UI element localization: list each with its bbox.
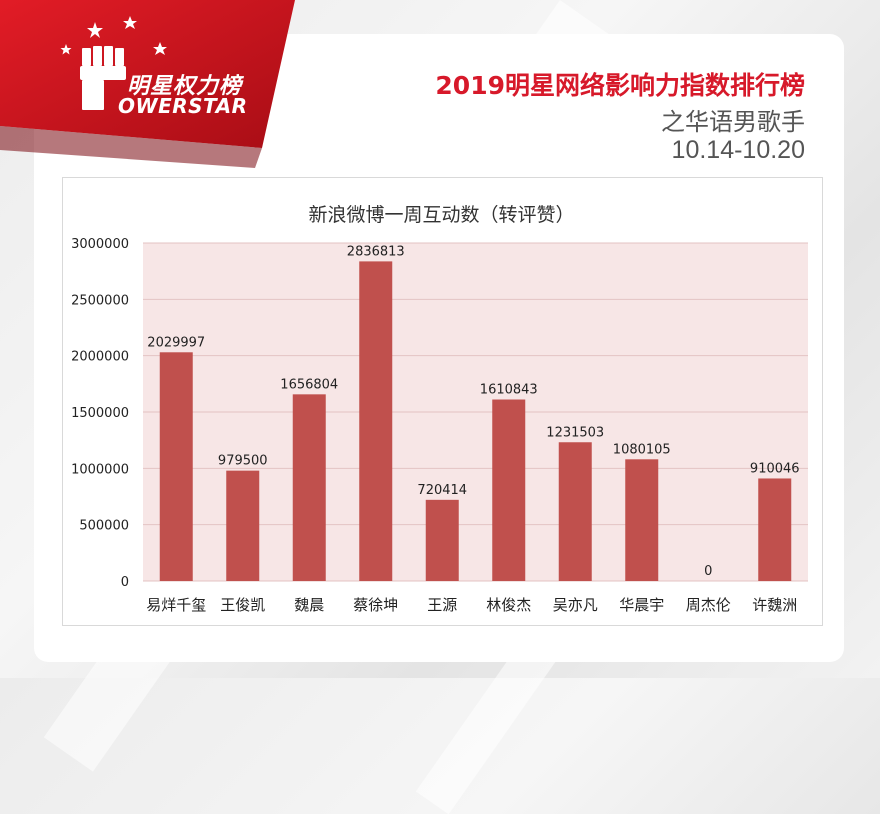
chart-frame	[62, 177, 823, 626]
logo-title: 明星权力榜	[127, 74, 243, 99]
date-range: 10.14-10.20	[671, 136, 805, 164]
star-icon	[60, 16, 167, 55]
page-subtitle: 之华语男歌手	[661, 108, 805, 136]
fist-logo-icon	[80, 46, 126, 110]
logo-banner	[0, 0, 295, 168]
logo-subtitle: OWERSTAR	[118, 94, 248, 118]
page-title: 2019明星网络影响力指数排行榜	[435, 71, 805, 100]
chart-title: 新浪微博一周互动数（转评赞）	[308, 204, 575, 226]
